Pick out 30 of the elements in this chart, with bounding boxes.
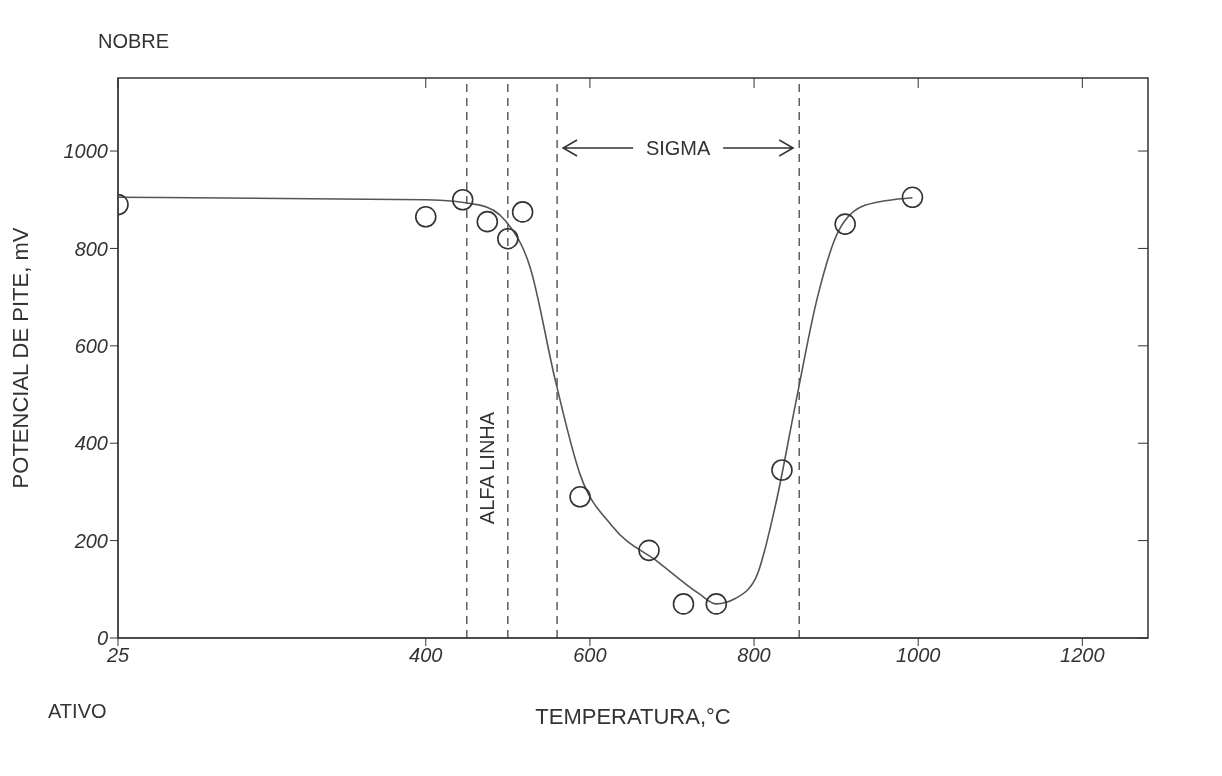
y-tick-label: 800 (74, 237, 108, 260)
annotation: ALFA LINHA (476, 411, 499, 525)
point (569, 485, 591, 508)
x-tick-label: 400 (409, 644, 443, 667)
text: NOBRE (98, 30, 170, 52)
point (672, 593, 695, 615)
x-tick-label: 1000 (895, 644, 941, 667)
x-tick-label: 25 (105, 644, 130, 667)
point (451, 188, 474, 211)
y-axis-title: POTENCIAL DE PITE, mV (7, 227, 33, 489)
point (638, 539, 660, 562)
point (414, 205, 437, 228)
point (901, 186, 924, 209)
annotation: SIGMA (645, 137, 712, 159)
x-tick-label: 1200 (1060, 644, 1105, 667)
point (511, 201, 534, 223)
x-tick-label: 600 (573, 644, 607, 667)
point (497, 227, 519, 250)
y-tick-label: 600 (74, 334, 108, 357)
y-tick-label: 0 (96, 627, 108, 650)
point (476, 210, 499, 233)
x-axis-title: TEMPERATURA,°C (535, 703, 731, 729)
point (834, 213, 856, 235)
x-tick-label: 800 (737, 644, 771, 667)
point (771, 459, 793, 481)
point (705, 593, 728, 615)
y-tick-label: 200 (73, 529, 108, 552)
y-tick-label: 1000 (63, 140, 108, 163)
y-tick-label: 400 (74, 432, 108, 455)
text: ATIVO (48, 700, 107, 722)
